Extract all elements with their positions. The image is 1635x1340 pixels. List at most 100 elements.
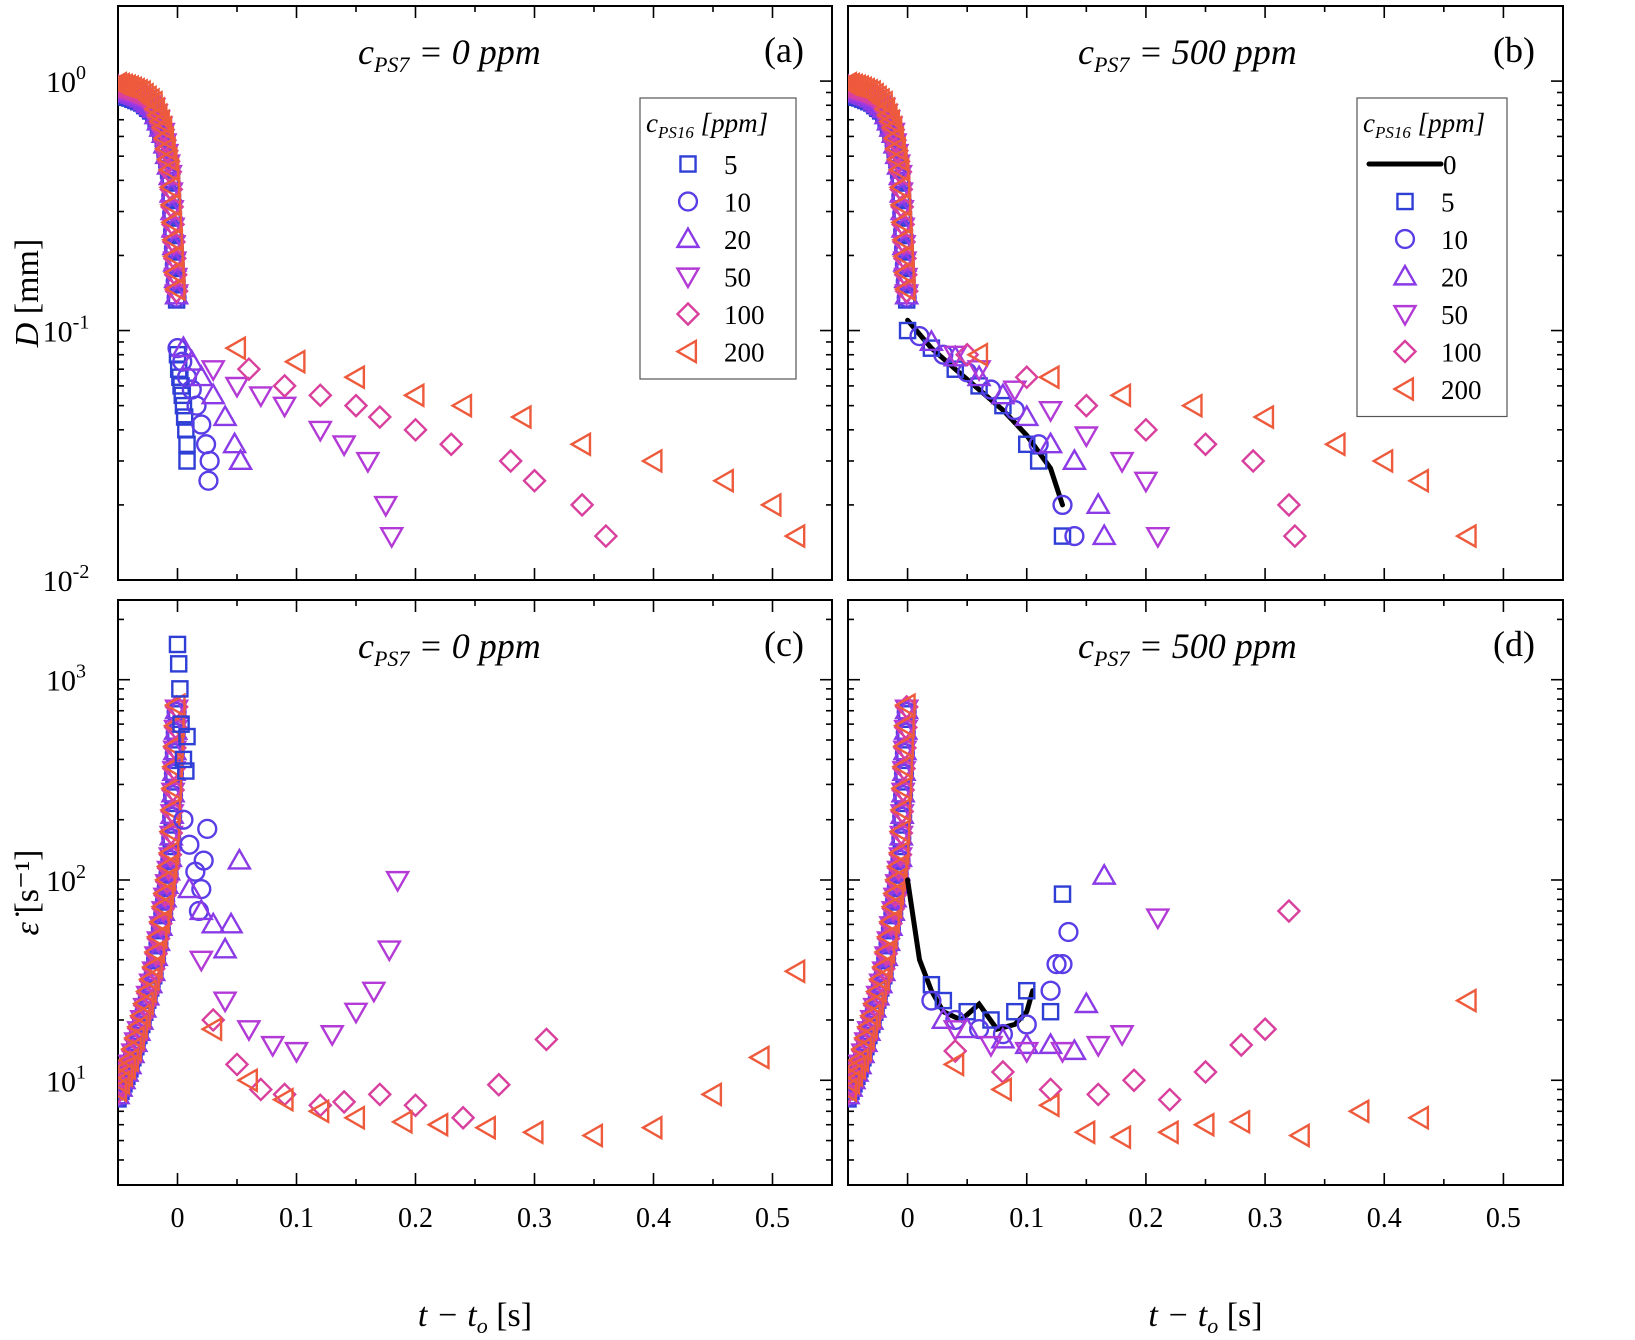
data-point-200 (1156, 1119, 1179, 1145)
data-point-200 (1287, 1122, 1310, 1149)
data-point-100 (1193, 1059, 1218, 1085)
data-point-200 (521, 1119, 544, 1145)
data-point-200 (867, 966, 890, 992)
legend-marker-50 (675, 267, 701, 290)
legend-label-10: 10 (724, 188, 751, 218)
data-point-200 (147, 909, 170, 935)
data-point-5 (994, 396, 1012, 415)
data-point-200 (450, 393, 473, 419)
data-point-5 (174, 750, 193, 769)
legend-marker-20 (1392, 263, 1418, 286)
data-point-200 (145, 924, 168, 950)
data-point-200 (163, 692, 186, 718)
data-point-5 (946, 360, 965, 378)
data-point-5 (178, 727, 196, 746)
data-point-200 (122, 1025, 145, 1051)
data-point-5 (169, 655, 188, 673)
data-point-200 (858, 1003, 881, 1029)
data-point-200 (882, 880, 905, 906)
data-point-100 (1240, 448, 1266, 474)
data-point-200 (426, 1112, 449, 1138)
data-point-200 (134, 978, 157, 1004)
x-tick-label: 0 (171, 1203, 185, 1234)
data-point-5 (171, 680, 189, 698)
x-tick-label: 0 (901, 1203, 915, 1234)
data-point-200 (137, 966, 160, 992)
data-point-5 (1017, 435, 1036, 454)
data-point-200 (163, 276, 186, 302)
data-point-100 (403, 417, 428, 443)
data-point-50 (893, 720, 919, 742)
data-point-100 (1074, 393, 1099, 418)
x-tick-label: 0.5 (755, 1203, 790, 1234)
data-point-50 (260, 1035, 286, 1058)
data-point-200 (158, 818, 181, 844)
data-point-200 (891, 227, 914, 253)
data-point-200 (849, 1036, 872, 1062)
data-point-50 (1002, 380, 1028, 403)
data-point-100 (308, 383, 333, 408)
data-point-50 (224, 376, 250, 399)
data-point-100 (367, 404, 392, 430)
data-point-50 (888, 182, 914, 205)
legend-marker-20 (675, 226, 701, 249)
data-point-50 (1145, 908, 1171, 931)
data-point-200 (1192, 1112, 1215, 1138)
data-point-5 (178, 452, 196, 470)
data-point-50 (272, 396, 298, 419)
data-point-200 (890, 775, 913, 801)
data-point-200 (1252, 404, 1275, 430)
data-point-200 (1037, 364, 1060, 390)
data-point-200 (855, 1014, 878, 1040)
data-point-50 (355, 451, 381, 474)
data-point-200 (160, 775, 183, 801)
data-point-50 (248, 386, 274, 409)
data-point-200 (147, 108, 170, 134)
data-point-10 (1064, 525, 1085, 547)
data-point-200 (158, 174, 181, 200)
data-point-5 (898, 321, 917, 340)
data-point-200 (890, 209, 913, 235)
data-point-50 (1049, 1041, 1076, 1064)
data-point-20 (1073, 991, 1099, 1014)
concentration-annotation: cPS7 = 500 ppm (1078, 626, 1297, 671)
data-point-20 (170, 335, 197, 358)
data-point-200 (1407, 1105, 1430, 1131)
legend-marker-5 (679, 155, 697, 173)
data-point-200 (887, 840, 910, 866)
data-point-20 (1014, 404, 1040, 427)
data-point-10 (1058, 921, 1079, 943)
panel-letter: (c) (764, 624, 804, 664)
y-tick-label: 10-1 (43, 312, 90, 349)
data-point-100 (522, 468, 547, 493)
data-point-200 (157, 840, 180, 866)
data-point-100 (1252, 1016, 1278, 1042)
data-point-50 (1038, 400, 1064, 423)
data-point-50 (361, 981, 387, 1004)
data-point-200 (873, 96, 896, 122)
x-tick-label: 0.3 (517, 1203, 552, 1234)
data-point-50 (892, 740, 918, 763)
data-point-20 (1091, 862, 1117, 885)
data-point-10 (1040, 980, 1061, 1001)
data-point-5 (1041, 1002, 1060, 1021)
data-point-100 (272, 373, 297, 399)
data-point-50 (1109, 1025, 1135, 1048)
data-point-200 (152, 880, 175, 906)
data-point-50 (889, 199, 915, 222)
data-point-200 (343, 1105, 366, 1131)
panel-a: 100 10-1 10-2 (a) cPS7 = 0 ppm D [mm] cPS16 [p… (9, 5, 833, 598)
data-point-200 (864, 978, 887, 1004)
data-point-50 (1145, 526, 1171, 549)
data-point-200 (989, 1076, 1012, 1103)
data-point-50 (319, 1025, 345, 1048)
data-point-5 (172, 715, 190, 733)
data-point-10 (179, 834, 200, 855)
data-point-100 (403, 1093, 428, 1118)
data-point-200 (892, 713, 915, 739)
data-point-200 (711, 468, 734, 494)
legend-marker-50 (1392, 304, 1418, 327)
data-point-100 (1282, 523, 1308, 549)
data-point-20 (966, 364, 992, 387)
